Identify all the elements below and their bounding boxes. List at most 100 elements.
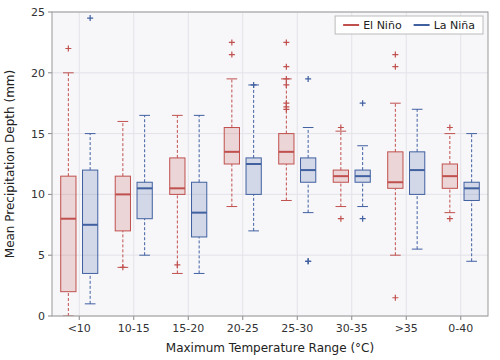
upper-whisker <box>417 109 418 152</box>
legend-swatch <box>414 24 430 26</box>
median <box>83 224 98 226</box>
upper-cap <box>466 133 477 134</box>
x-tick <box>188 316 189 320</box>
box <box>442 164 457 188</box>
x-grid-line <box>351 12 352 316</box>
flier <box>174 262 180 268</box>
lower-cap <box>336 206 347 207</box>
y-grid-line <box>52 72 488 73</box>
lower-cap <box>281 200 292 201</box>
x-tick <box>79 316 80 320</box>
upper-cap <box>85 133 96 134</box>
x-tick <box>242 316 243 320</box>
lower-whisker <box>362 182 363 206</box>
x-tick <box>460 316 461 320</box>
upper-whisker <box>144 115 145 182</box>
box-group <box>301 76 316 264</box>
legend-swatch <box>343 24 359 26</box>
x-axis-label: Maximum Temperature Range (°C) <box>166 341 374 355</box>
flier <box>229 52 235 58</box>
box-group <box>464 134 479 262</box>
flier <box>229 39 235 45</box>
flier <box>392 295 398 301</box>
upper-whisker <box>68 73 69 176</box>
x-grid-line <box>406 12 407 316</box>
x-tick-label: 0-40 <box>448 322 473 335</box>
y-axis-label: Mean Precipitation Depth (mm) <box>3 70 17 258</box>
x-grid-line <box>242 12 243 316</box>
y-tick <box>48 12 52 13</box>
grid <box>52 12 488 316</box>
median <box>279 151 294 153</box>
box <box>410 152 425 195</box>
upper-cap <box>194 115 205 116</box>
flier <box>305 76 311 82</box>
x-grid-line <box>297 12 298 316</box>
y-grid-line <box>52 133 488 134</box>
flier <box>120 264 126 270</box>
lower-whisker <box>286 164 287 200</box>
upper-whisker <box>362 146 363 170</box>
y-grid-line <box>52 255 488 256</box>
box-group <box>224 39 239 206</box>
upper-whisker <box>199 115 200 182</box>
x-grid-line <box>460 12 461 316</box>
median <box>115 193 130 195</box>
lower-whisker <box>231 164 232 207</box>
flier <box>283 100 289 106</box>
flier <box>283 64 289 70</box>
x-tick <box>351 316 352 320</box>
upper-whisker <box>122 121 123 176</box>
legend: El NiñoLa Niña <box>335 16 483 34</box>
flier <box>447 125 453 131</box>
flier <box>283 76 289 82</box>
x-tick-label: 20-25 <box>227 322 259 335</box>
y-tick-label: 5 <box>38 249 45 262</box>
y-tick <box>48 194 52 195</box>
plot-background <box>52 12 488 316</box>
plot-frame <box>52 12 488 316</box>
y-tick-label: 0 <box>38 310 45 323</box>
box <box>224 128 239 164</box>
lower-cap <box>466 261 477 262</box>
median <box>224 151 239 153</box>
y-tick-label: 10 <box>31 188 45 201</box>
y-tick <box>48 255 52 256</box>
upper-whisker <box>340 131 341 170</box>
median <box>464 187 479 189</box>
upper-cap <box>390 103 401 104</box>
x-tick <box>133 316 134 320</box>
median <box>61 218 76 220</box>
lower-whisker <box>144 219 145 255</box>
upper-whisker <box>253 85 254 158</box>
median <box>246 163 261 165</box>
x-tick-label: 15-20 <box>172 322 204 335</box>
box-group <box>192 115 207 273</box>
box-group <box>83 15 98 304</box>
box-group <box>410 109 425 249</box>
median <box>170 187 185 189</box>
flier <box>283 82 289 88</box>
flier <box>338 125 344 131</box>
box <box>388 152 403 188</box>
box <box>246 158 261 194</box>
box-group <box>442 125 457 222</box>
lower-whisker <box>471 200 472 261</box>
box-group <box>61 45 76 316</box>
box <box>170 158 185 194</box>
flier <box>251 82 257 88</box>
box <box>192 182 207 237</box>
lower-cap <box>194 273 205 274</box>
lower-whisker <box>253 194 254 230</box>
upper-cap <box>445 133 456 134</box>
x-tick-label: 25-30 <box>281 322 313 335</box>
lower-cap <box>85 303 96 304</box>
box-group <box>137 115 152 255</box>
y-tick <box>48 316 52 317</box>
lower-whisker <box>417 194 418 249</box>
box <box>301 158 316 182</box>
box <box>115 176 130 231</box>
box-group <box>279 39 294 200</box>
chart: 0510152025<1010-1515-2020-2525-3030-35>3… <box>0 0 500 360</box>
upper-cap <box>172 115 183 116</box>
